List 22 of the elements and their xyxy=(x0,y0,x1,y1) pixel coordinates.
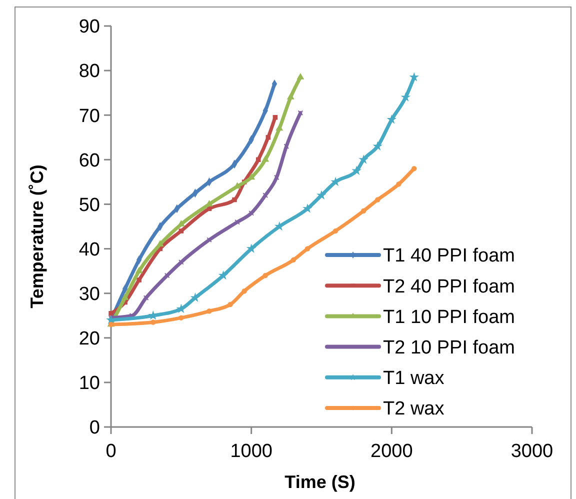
y-tick-label: 80 xyxy=(78,61,100,82)
legend-label: T2 10 PPI foam xyxy=(383,337,516,358)
y-tick-label: 20 xyxy=(78,328,100,350)
y-tick-label: 10 xyxy=(78,373,100,394)
legend-label: T1 10 PPI foam xyxy=(383,306,516,328)
x-tick-label: 3000 xyxy=(510,441,554,462)
legend-label: T1 wax xyxy=(383,368,445,390)
y-tick-label: 30 xyxy=(78,284,100,305)
legend-label: T1 40 PPI foam xyxy=(383,246,516,267)
y-axis-title: Temperature (˚C) xyxy=(27,164,47,308)
x-tick-label: 1000 xyxy=(230,441,272,462)
y-tick-label: 60 xyxy=(78,150,100,172)
y-tick-label: 90 xyxy=(78,16,100,38)
y-tick-label: 40 xyxy=(78,239,100,260)
y-tick-label: 50 xyxy=(78,194,100,216)
legend-label: T2 40 PPI foam xyxy=(383,276,516,298)
x-tick-label: 0 xyxy=(106,441,116,462)
legend-label: T2 wax xyxy=(383,398,445,420)
x-tick-label: 2000 xyxy=(370,441,413,462)
y-tick-label: 0 xyxy=(89,418,100,439)
x-axis-title: Time (S) xyxy=(284,472,356,492)
y-tick-label: 70 xyxy=(78,106,100,127)
